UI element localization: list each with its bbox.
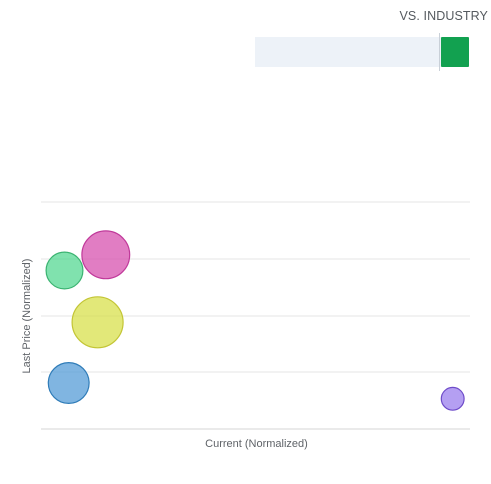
y-axis-title: Last Price (Normalized): [21, 259, 33, 374]
bubble-point-1[interactable]: [81, 230, 131, 280]
x-axis-title: Current (Normalized): [205, 438, 308, 450]
vs-industry-track: [255, 37, 464, 67]
vs-industry-indicator: [441, 37, 469, 67]
vs-industry-marker-line: [439, 33, 440, 71]
bubble-point-2[interactable]: [45, 251, 84, 290]
vs-industry-label: VS. INDUSTRY: [399, 9, 488, 23]
bubble-point-4[interactable]: [47, 362, 90, 405]
chart-bubbles: [45, 230, 465, 411]
bubble-point-3[interactable]: [71, 296, 124, 349]
bubble-point-5[interactable]: [440, 386, 465, 411]
